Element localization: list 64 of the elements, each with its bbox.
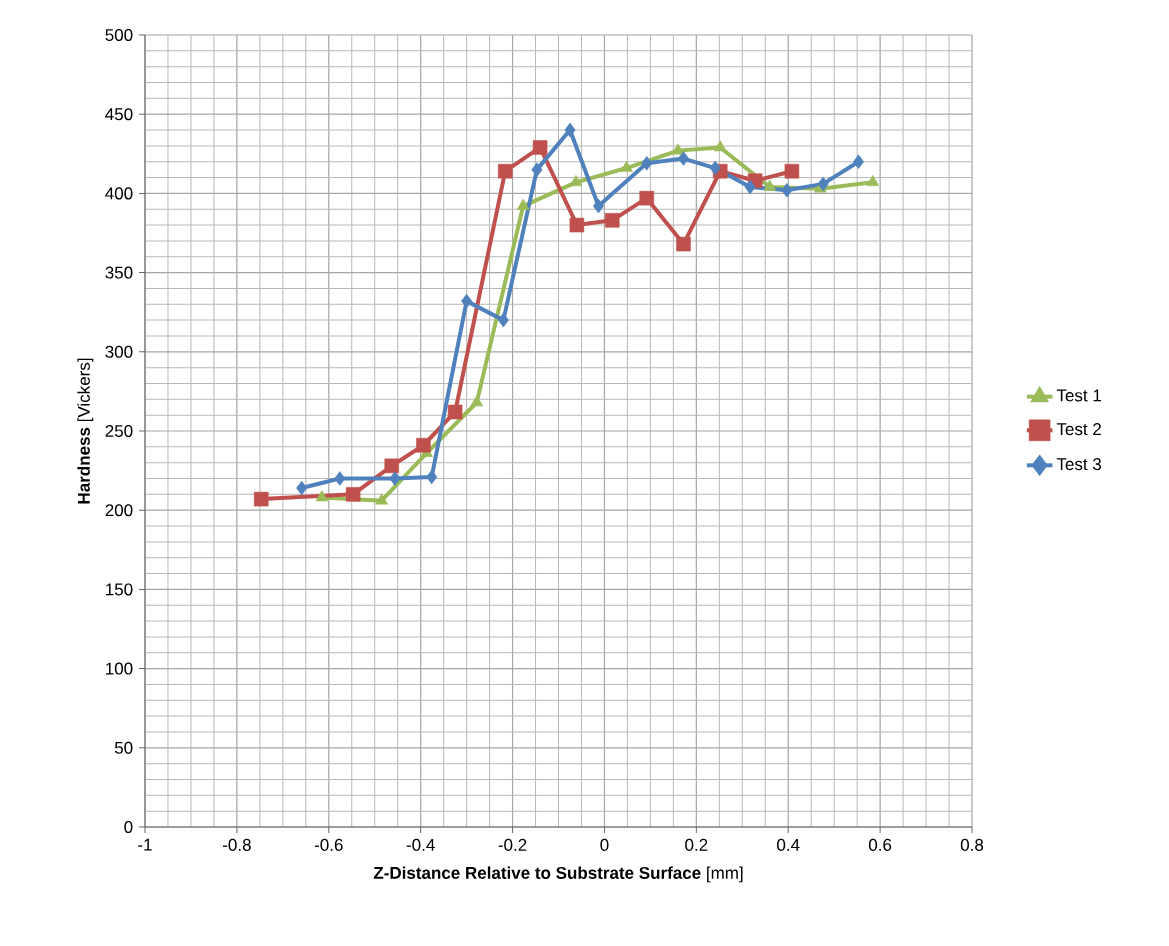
legend-label: Test 2 [1056,423,1101,436]
point [592,198,604,214]
y-tick-label: 450 [105,108,133,121]
point [334,471,346,486]
point [254,491,269,507]
y-tick-label: 350 [105,266,133,279]
legend-label: Test 3 [1056,458,1102,471]
point [447,404,463,420]
y-tick-label: 0 [124,820,133,834]
x-tick-label: 0.6 [868,838,892,851]
x-tick-label: 0.2 [685,838,708,851]
point [345,487,361,502]
point [709,160,721,176]
y-tick-label: 150 [106,583,133,596]
point [531,162,543,177]
point [641,156,653,171]
point [763,179,777,191]
point [564,122,576,138]
point [671,143,685,155]
point [781,182,793,198]
x-tick-label: -0.2 [498,838,527,851]
point [744,179,756,195]
x-tick-label: -0.8 [223,838,251,851]
point [315,490,329,502]
point [375,493,388,505]
x-tick-label: 0 [600,838,609,851]
y-tick-label: 200 [105,504,133,517]
point [817,176,829,192]
point [677,151,689,166]
y-tick-label: 300 [105,345,133,358]
y-tick-label: 50 [114,741,133,754]
point [853,154,865,169]
y-tick-label: 400 [105,187,133,200]
point [620,160,633,172]
x-tick-label: 0.8 [960,838,984,851]
point [639,190,654,206]
y-tick-label: 100 [106,662,133,675]
point [416,438,431,453]
y-tick-label: 500 [105,28,133,42]
point [532,140,548,155]
point [497,312,509,328]
point [516,198,530,210]
point [784,163,800,179]
point [713,140,727,152]
point [384,458,399,474]
point [389,471,401,486]
point [569,217,585,233]
y-axis-title: Hardness [Vickers] [77,358,94,504]
x-tick-label: 0.4 [777,838,800,851]
point [497,163,513,179]
point [676,236,691,252]
point [605,213,620,228]
x-tick-label: -0.6 [314,838,343,851]
legend-label: Test 1 [1056,389,1101,402]
x-tick-label: -1 [138,838,152,851]
y-tick-label: 250 [105,424,133,438]
x-axis-title: Z-Distance Relative to Substrate Surface [mm] [373,866,743,883]
point [461,293,473,309]
point [470,395,484,407]
point [296,480,308,496]
x-tick-label: -0.4 [406,838,435,851]
point [866,175,880,187]
point [426,469,438,485]
point [569,175,583,187]
